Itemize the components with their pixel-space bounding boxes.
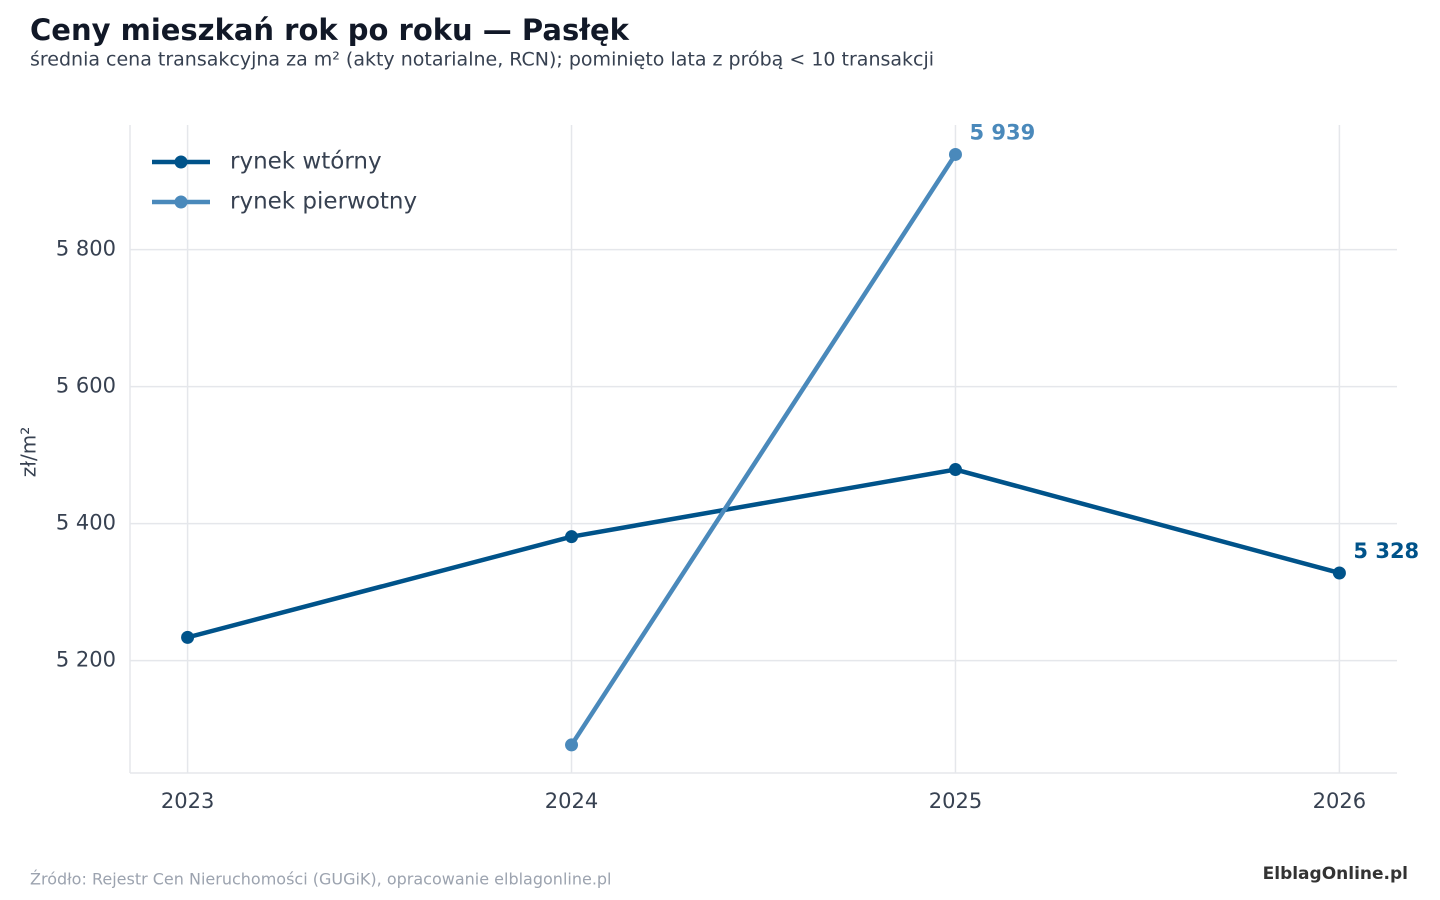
y-tick-label: 5 200	[56, 648, 116, 672]
data-point	[565, 738, 579, 752]
chart-subtitle: średnia cena transakcyjna za m² (akty no…	[30, 49, 934, 71]
data-point	[948, 463, 962, 477]
x-tick-label: 2025	[929, 789, 982, 813]
data-point	[948, 147, 962, 161]
series-line	[569, 153, 958, 747]
logo: ElblagOnline.pl	[1263, 864, 1408, 884]
y-tick-label: 5 600	[56, 374, 116, 398]
data-point	[181, 630, 195, 644]
source-note: Źródło: Rejestr Cen Nieruchomości (GUGiK…	[30, 870, 612, 889]
y-tick-label: 5 400	[56, 511, 116, 535]
legend-label: rynek wtórny	[230, 149, 382, 175]
x-tick-label: 2026	[1313, 789, 1366, 813]
y-tick-label: 5 800	[56, 237, 116, 261]
data-label: 5 939	[969, 120, 1035, 144]
series-line	[187, 467, 1340, 640]
chart-title: Ceny mieszkań rok po roku — Pasłęk	[30, 13, 630, 47]
x-tick-label: 2023	[161, 789, 214, 813]
legend-marker	[174, 195, 188, 209]
data-label: 5 328	[1353, 539, 1419, 563]
x-tick-label: 2024	[545, 789, 598, 813]
legend-marker	[174, 155, 188, 169]
data-point	[565, 530, 579, 544]
y-axis-label: zł/m²	[17, 427, 41, 477]
data-point	[1332, 566, 1346, 580]
legend-label: rynek pierwotny	[230, 189, 417, 215]
